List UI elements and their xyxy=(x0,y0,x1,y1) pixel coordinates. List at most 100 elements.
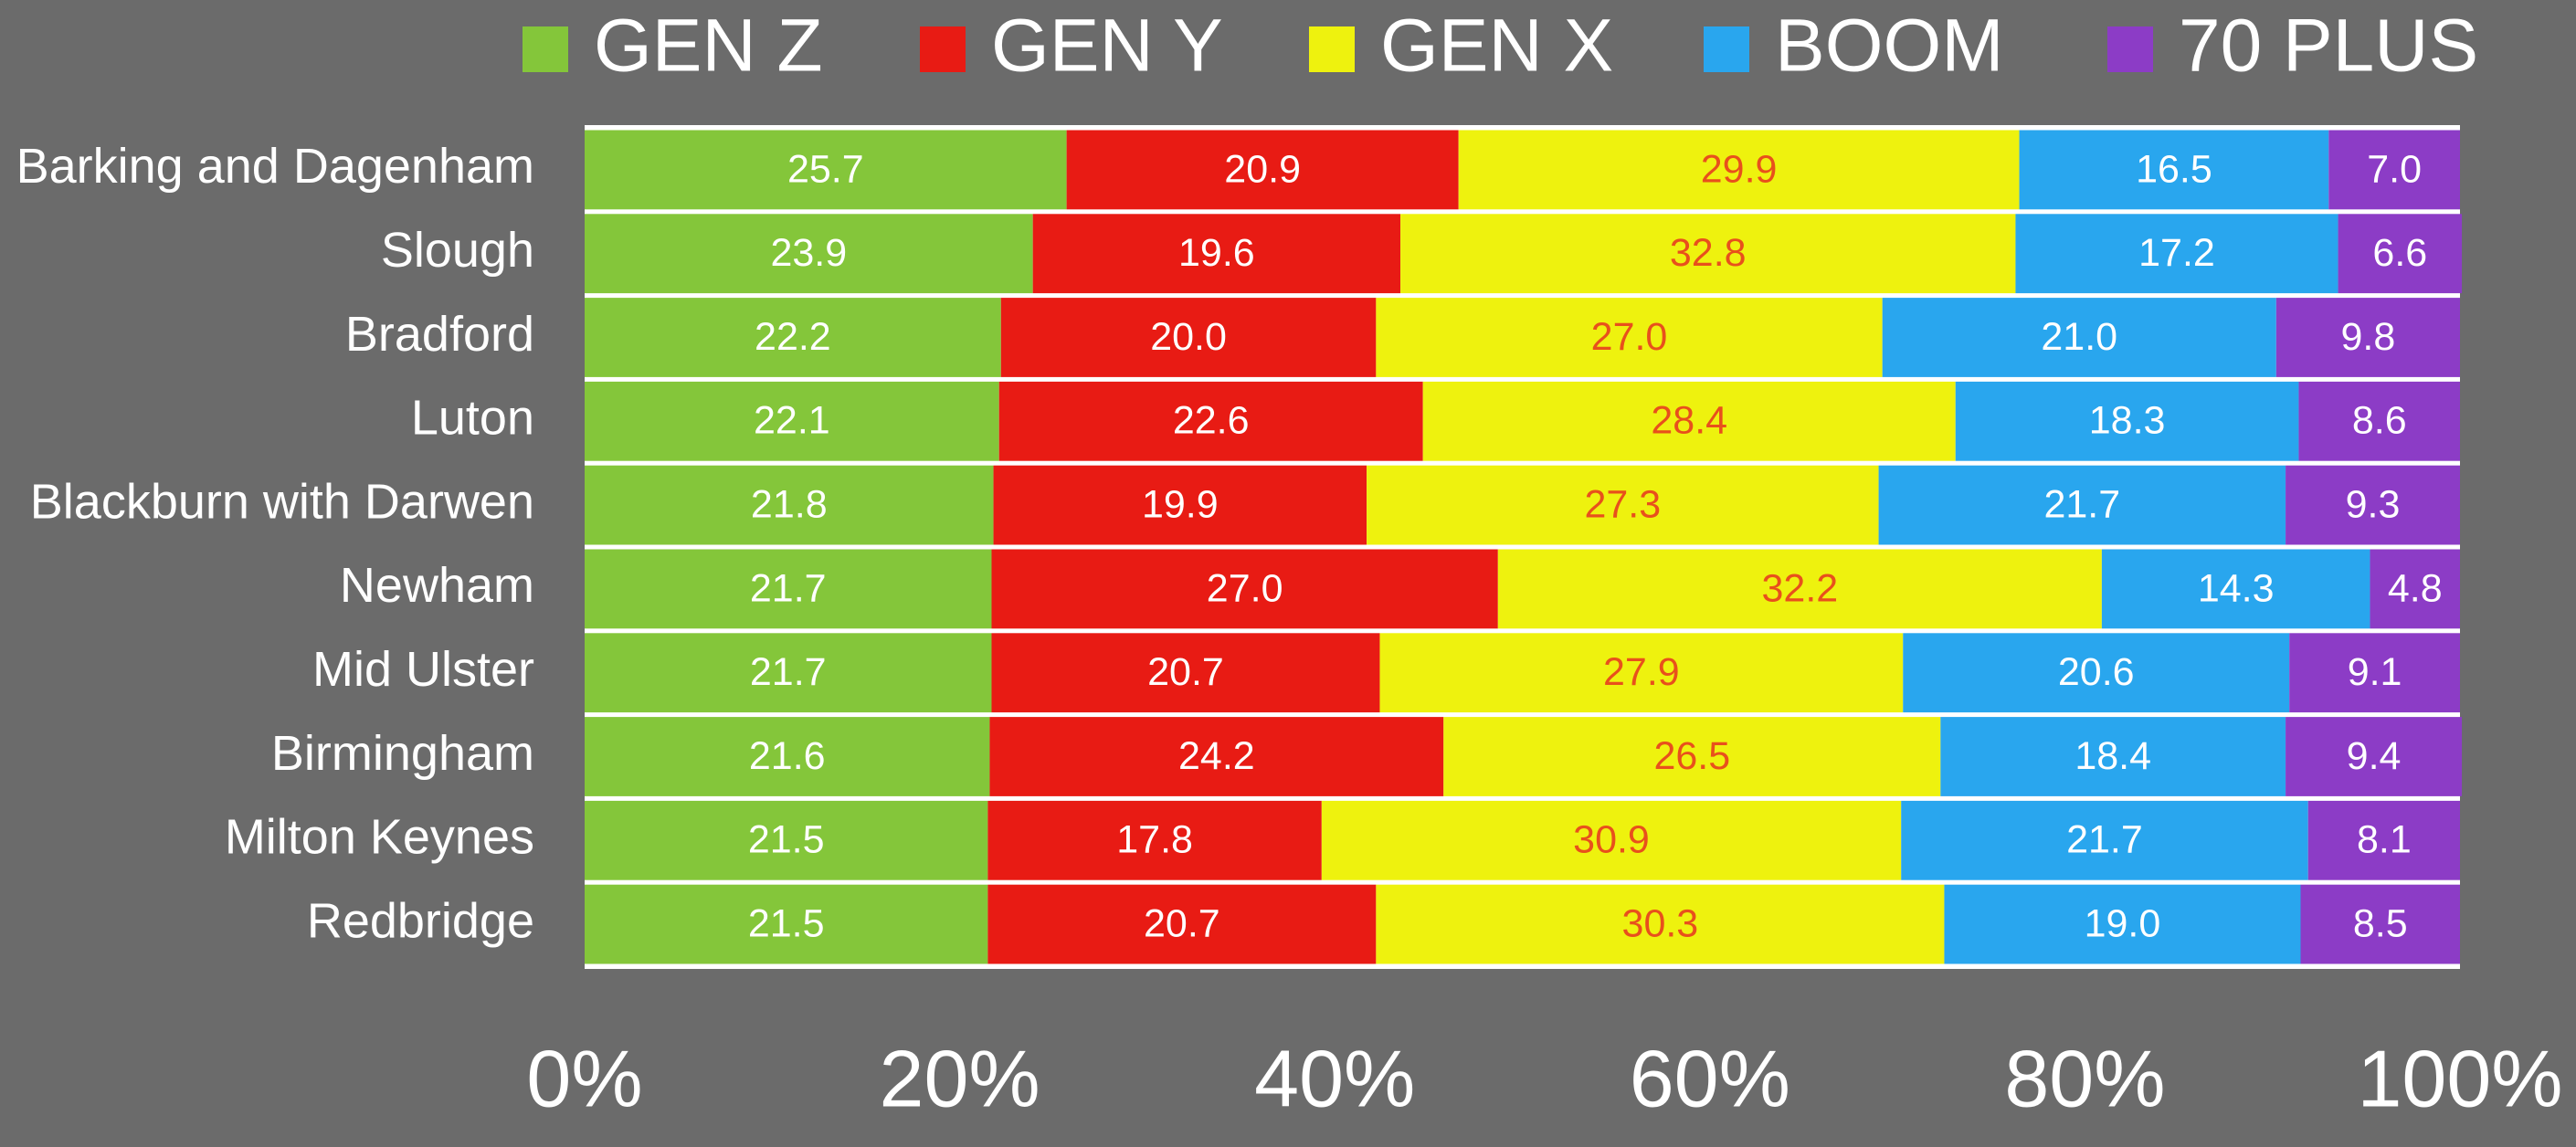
data-label: 19.6 xyxy=(1178,231,1255,275)
bar-segment xyxy=(1367,465,1879,545)
bar-segment xyxy=(585,549,992,629)
bar-segment xyxy=(991,633,1380,713)
bar-segment xyxy=(2328,130,2460,210)
y-tick-label: Milton Keynes xyxy=(225,810,534,865)
bar-segment xyxy=(585,298,1001,377)
bar-segment xyxy=(2289,633,2460,713)
bar-segment xyxy=(585,381,999,461)
data-label: 21.5 xyxy=(748,818,825,862)
legend-label: GEN X xyxy=(1380,5,1613,88)
data-label: 29.9 xyxy=(1701,147,1778,191)
x-tick-label: 40% xyxy=(1254,1033,1415,1123)
bar-segment xyxy=(991,549,1498,629)
legend-label: BOOM xyxy=(1775,5,2004,88)
data-label: 22.2 xyxy=(755,315,831,359)
bar-segment xyxy=(1458,130,2020,210)
data-label: 27.0 xyxy=(1591,315,1668,359)
bar-segment xyxy=(1321,800,1902,880)
bar-segment xyxy=(987,800,1322,880)
bar-segment xyxy=(1066,130,1459,210)
bar-segment xyxy=(585,465,994,545)
data-label: 26.5 xyxy=(1653,734,1730,778)
data-label: 30.3 xyxy=(1622,901,1699,945)
bar-segment xyxy=(989,717,1444,796)
y-tick-label: Barking and Dagenham xyxy=(16,139,534,194)
data-label: 32.8 xyxy=(1670,231,1747,275)
data-label: 22.1 xyxy=(754,399,830,443)
y-tick-label: Blackburn with Darwen xyxy=(30,474,534,529)
y-tick-label: Slough xyxy=(381,223,534,278)
bar-segment xyxy=(1376,884,1945,964)
bar-segment xyxy=(1901,800,2308,880)
data-label: 21.0 xyxy=(2041,315,2117,359)
data-label: 28.4 xyxy=(1651,399,1727,443)
bar-segment xyxy=(2101,549,2370,629)
data-label: 17.2 xyxy=(2138,231,2215,275)
bar-segment xyxy=(585,884,988,964)
data-label: 21.7 xyxy=(2066,818,2143,862)
bar-segment xyxy=(2275,298,2460,377)
data-label: 25.7 xyxy=(787,147,864,191)
data-label: 16.5 xyxy=(2136,147,2212,191)
y-tick-label: Bradford xyxy=(345,307,534,362)
legend-label: GEN Y xyxy=(991,5,1223,88)
data-label: 19.0 xyxy=(2085,901,2161,945)
data-label: 4.8 xyxy=(2388,566,2443,610)
data-label: 32.2 xyxy=(1761,566,1838,610)
bar-segment xyxy=(2338,214,2463,294)
bar-segment xyxy=(2298,381,2460,461)
data-label: 20.0 xyxy=(1150,315,1227,359)
data-label: 21.5 xyxy=(748,901,825,945)
bar-segment xyxy=(1944,884,2301,964)
bar-segment xyxy=(998,381,1423,461)
bar-segment xyxy=(2286,717,2463,796)
bar-segment xyxy=(987,884,1377,964)
data-label: 24.2 xyxy=(1178,734,1255,778)
bar-segment xyxy=(1443,717,1941,796)
bar-segment xyxy=(2307,800,2460,880)
legend-swatch xyxy=(920,26,966,72)
data-label: 27.9 xyxy=(1603,650,1680,694)
data-label: 9.3 xyxy=(2346,482,2401,526)
bar-segment xyxy=(1882,298,2276,377)
data-label: 27.3 xyxy=(1584,482,1661,526)
bar-segment xyxy=(2019,130,2329,210)
bar-segment xyxy=(585,717,990,796)
bar-segment xyxy=(585,633,992,713)
bar-segment xyxy=(2286,465,2460,545)
data-label: 9.4 xyxy=(2347,734,2402,778)
data-label: 8.5 xyxy=(2353,901,2408,945)
data-label: 21.8 xyxy=(751,482,828,526)
legend-label: GEN Z xyxy=(594,5,823,88)
data-label: 23.9 xyxy=(770,231,847,275)
data-label: 14.3 xyxy=(2198,566,2275,610)
data-label: 7.0 xyxy=(2367,147,2422,191)
bar-segment xyxy=(2015,214,2338,294)
data-label: 22.6 xyxy=(1173,399,1250,443)
bar-segment xyxy=(585,800,988,880)
y-tick-label: Mid Ulster xyxy=(312,642,534,697)
x-tick-label: 60% xyxy=(1630,1033,1790,1123)
data-label: 9.1 xyxy=(2348,650,2402,694)
data-label: 27.0 xyxy=(1207,566,1283,610)
data-label: 18.4 xyxy=(2075,734,2151,778)
bar-segment xyxy=(1903,633,2290,713)
bar-segment xyxy=(1940,717,2286,796)
legend-swatch xyxy=(1309,26,1355,72)
legend-label: 70 PLUS xyxy=(2179,5,2478,88)
bar-segment xyxy=(2300,884,2460,964)
data-label: 30.9 xyxy=(1573,818,1650,862)
data-label: 8.6 xyxy=(2352,399,2407,443)
data-label: 9.8 xyxy=(2341,315,2396,359)
data-label: 20.7 xyxy=(1147,650,1224,694)
bar-segment xyxy=(1955,381,2299,461)
data-label: 20.9 xyxy=(1224,147,1301,191)
x-tick-label: 100% xyxy=(2357,1033,2562,1123)
data-label: 17.8 xyxy=(1116,818,1193,862)
data-label: 21.7 xyxy=(750,650,827,694)
bar-segment xyxy=(585,130,1067,210)
data-label: 20.6 xyxy=(2058,650,2135,694)
y-tick-label: Luton xyxy=(411,391,534,446)
data-label: 18.3 xyxy=(2089,399,2166,443)
